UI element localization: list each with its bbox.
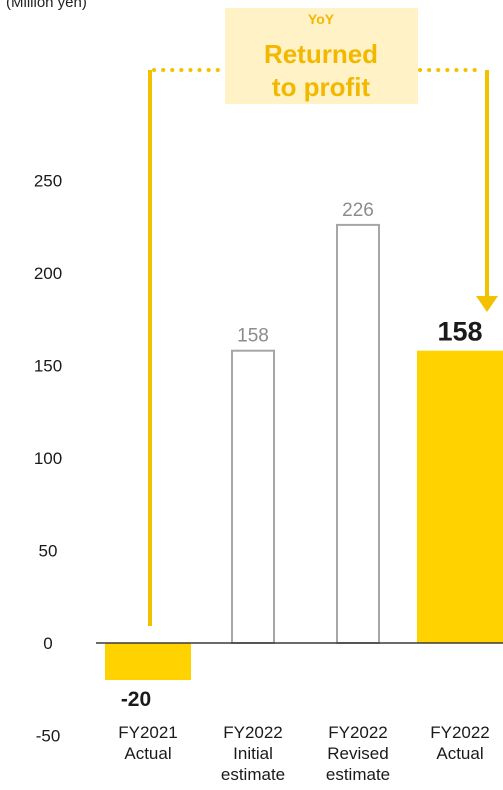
x-tick-label: Actual — [124, 744, 171, 763]
x-tick-label: estimate — [326, 765, 390, 784]
x-tick-label: estimate — [221, 765, 285, 784]
data-label: 226 — [342, 200, 374, 221]
y-tick-label: 200 — [34, 264, 62, 283]
x-tick-label: FY2021 — [118, 723, 178, 742]
data-label: 158 — [237, 326, 269, 347]
x-tick-label: Initial — [233, 744, 273, 763]
arrow-head-icon — [476, 296, 498, 312]
x-tick-label: Revised — [327, 744, 388, 763]
y-tick-label: 50 — [39, 542, 58, 561]
annotation-box — [225, 8, 418, 104]
y-tick-label: 150 — [34, 357, 62, 376]
y-tick-label: 100 — [34, 449, 62, 468]
annotation-text: Returned — [264, 39, 378, 69]
bar — [231, 349, 275, 644]
x-tick-label: FY2022 — [223, 723, 283, 742]
data-label: 158 — [437, 317, 482, 347]
bar — [105, 643, 191, 680]
annotation-yoy: YoY — [308, 11, 335, 27]
data-label: -20 — [121, 688, 151, 711]
y-tick-label: 0 — [43, 634, 52, 653]
x-tick-label: Actual — [436, 744, 483, 763]
x-tick-label: FY2022 — [328, 723, 388, 742]
bar — [417, 350, 503, 643]
y-tick-label: -50 — [36, 727, 61, 746]
annotation-text: to profit — [272, 72, 371, 102]
bar — [336, 223, 380, 644]
y-axis-unit-label: (Million yen) — [6, 0, 87, 11]
x-tick-label: FY2022 — [430, 723, 490, 742]
y-tick-label: 250 — [34, 172, 62, 191]
